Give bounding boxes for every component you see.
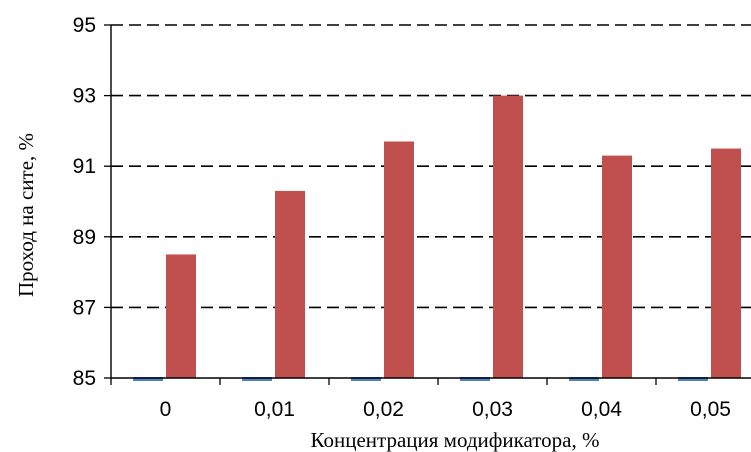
x-tick-label: 0 [160,398,172,421]
bar-series1-0,03 [460,377,490,381]
y-tick-labels: 85 87 89 91 93 95 [73,14,96,390]
bar-series1-0,05 [678,377,708,381]
x-tick-label: 0,02 [363,398,404,421]
bar-series1-0,04 [569,377,599,381]
y-tick-label: 87 [73,296,96,319]
bar-series1-0 [133,377,163,381]
x-tick-label: 0,01 [254,398,295,421]
x-tick-label: 0,03 [472,398,513,421]
bars [133,95,741,381]
x-axis-title: Концентрация модификатора, % [311,428,600,452]
x-tick-label: 0,04 [581,398,622,421]
bar-series2-0 [166,254,196,378]
y-tick-label: 89 [73,226,96,249]
bar-series2-0,02 [384,141,414,378]
bar-series1-0,02 [351,377,381,381]
y-axis-title: Проход на сите, % [14,133,38,297]
bar-series2-0,04 [602,155,632,378]
axes [110,25,751,385]
y-tick-label: 85 [73,367,96,390]
bar-series2-0,05 [711,148,741,378]
bar-series2-0,03 [493,95,523,378]
y-tick-label: 91 [73,155,96,178]
gridlines [104,24,751,379]
y-tick-label: 93 [73,85,96,108]
x-tick-labels: 0 0,01 0,02 0,03 0,04 0,05 [160,398,731,421]
x-tick-label: 0,05 [690,398,731,421]
bar-series2-0,01 [275,190,305,378]
y-tick-label: 95 [73,14,96,37]
bar-series1-0,01 [242,377,272,381]
